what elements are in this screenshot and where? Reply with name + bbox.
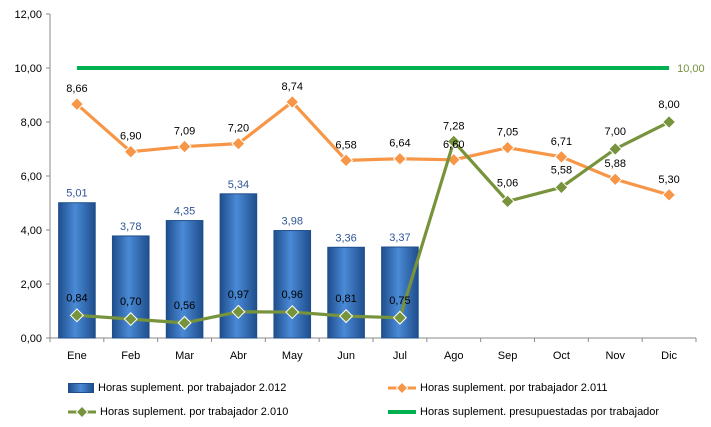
x-tick-label: Jun — [337, 350, 355, 362]
series-2011-data-label: 7,09 — [174, 126, 195, 138]
x-tick-label: Oct — [553, 350, 570, 362]
series-2011-data-label: 6,90 — [120, 131, 141, 143]
series-2010-line — [76, 120, 670, 325]
series-2011-marker — [608, 172, 623, 187]
y-tick-label: 4,00 — [21, 225, 42, 237]
y-tick-label: 12,00 — [14, 9, 42, 21]
bar-data-label: 3,78 — [120, 221, 141, 233]
series-2010-data-label: 5,06 — [497, 177, 518, 189]
series-2011-marker — [392, 151, 407, 166]
x-tick-label: Feb — [121, 350, 140, 362]
series-2010-marker — [554, 180, 569, 195]
series-2011-marker — [554, 149, 569, 164]
series-2011-data-label: 6,58 — [335, 139, 356, 151]
y-tick-label: 8,00 — [21, 117, 42, 129]
y-tick-label: 6,00 — [21, 171, 42, 183]
series-2010-data-label: 0,84 — [66, 292, 87, 304]
series-2011-data-label: 5,30 — [658, 174, 679, 186]
x-tick-label: Nov — [605, 350, 625, 362]
series-2011-line — [75, 100, 670, 197]
x-tick-label: Abr — [230, 350, 247, 362]
series-2011-marker — [285, 94, 300, 110]
series-2011-marker — [231, 136, 246, 151]
series-2010-data-label: 0,56 — [174, 300, 195, 312]
x-tick-label: Sep — [498, 350, 518, 362]
series-2011-data-label: 6,64 — [389, 138, 410, 150]
bar-2012 — [273, 230, 312, 339]
bar-data-label: 5,34 — [228, 179, 249, 191]
series-2011-data-label: 6,60 — [443, 139, 464, 151]
series-2010-data-label: 0,70 — [120, 296, 141, 308]
series-2010-data-label: 5,58 — [551, 164, 572, 176]
bar-data-label: 3,37 — [389, 232, 410, 244]
y-tick-label: 0,00 — [21, 333, 42, 345]
series-2010-marker — [177, 315, 192, 330]
series-2010-marker — [339, 309, 354, 324]
series-2010-marker — [69, 308, 84, 323]
series-2011-data-label: 7,20 — [228, 123, 249, 135]
bar-data-label: 5,01 — [66, 188, 87, 200]
series-2010-data-label: 0,96 — [282, 289, 303, 301]
series-2010-marker — [123, 312, 138, 327]
budget-data-label: 10,00 — [677, 63, 705, 75]
series-2011-marker — [177, 139, 192, 154]
series-2011-marker — [500, 140, 515, 155]
series-2010-data-label: 0,81 — [335, 293, 356, 305]
bar-data-label: 3,36 — [335, 232, 356, 244]
series-2010-marker — [285, 305, 300, 320]
series-2010-data-label: 8,00 — [658, 99, 679, 111]
series-2011-marker — [662, 187, 677, 202]
x-tick-label: Ago — [444, 350, 464, 362]
x-tick-label: May — [282, 350, 303, 362]
series-2011-marker — [339, 153, 354, 168]
series-2011-data-label: 8,66 — [66, 83, 87, 95]
bar-data-label: 3,98 — [282, 216, 303, 228]
series-2010-marker — [608, 141, 623, 157]
series-2010-marker — [231, 304, 246, 319]
y-tick-label: 10,00 — [14, 63, 42, 75]
x-tick-label: Mar — [175, 350, 194, 362]
bar-data-label: 4,35 — [174, 206, 195, 218]
x-tick-label: Ene — [67, 350, 87, 362]
series-2011-marker — [123, 144, 138, 159]
series-2010-data-label: 7,28 — [443, 120, 464, 132]
series-2010-data-label: 0,75 — [389, 295, 410, 307]
series-2010-marker — [392, 310, 407, 325]
series-2011-marker — [69, 97, 84, 112]
series-2011-data-label: 6,71 — [551, 136, 572, 148]
series-2010-data-label: 0,97 — [228, 289, 249, 301]
x-tick-label: Jul — [393, 350, 407, 362]
series-2010-marker — [500, 194, 515, 209]
series-2011-data-label: 5,88 — [605, 158, 626, 170]
y-tick-label: 2,00 — [21, 279, 42, 291]
x-tick-label: Dic — [661, 350, 677, 362]
series-2010-marker — [662, 114, 677, 130]
series-2010-marker — [446, 134, 461, 149]
series-2010-data-label: 7,00 — [605, 126, 626, 138]
series-2011-data-label: 7,05 — [497, 127, 518, 139]
series-2011-data-label: 8,74 — [282, 81, 303, 93]
